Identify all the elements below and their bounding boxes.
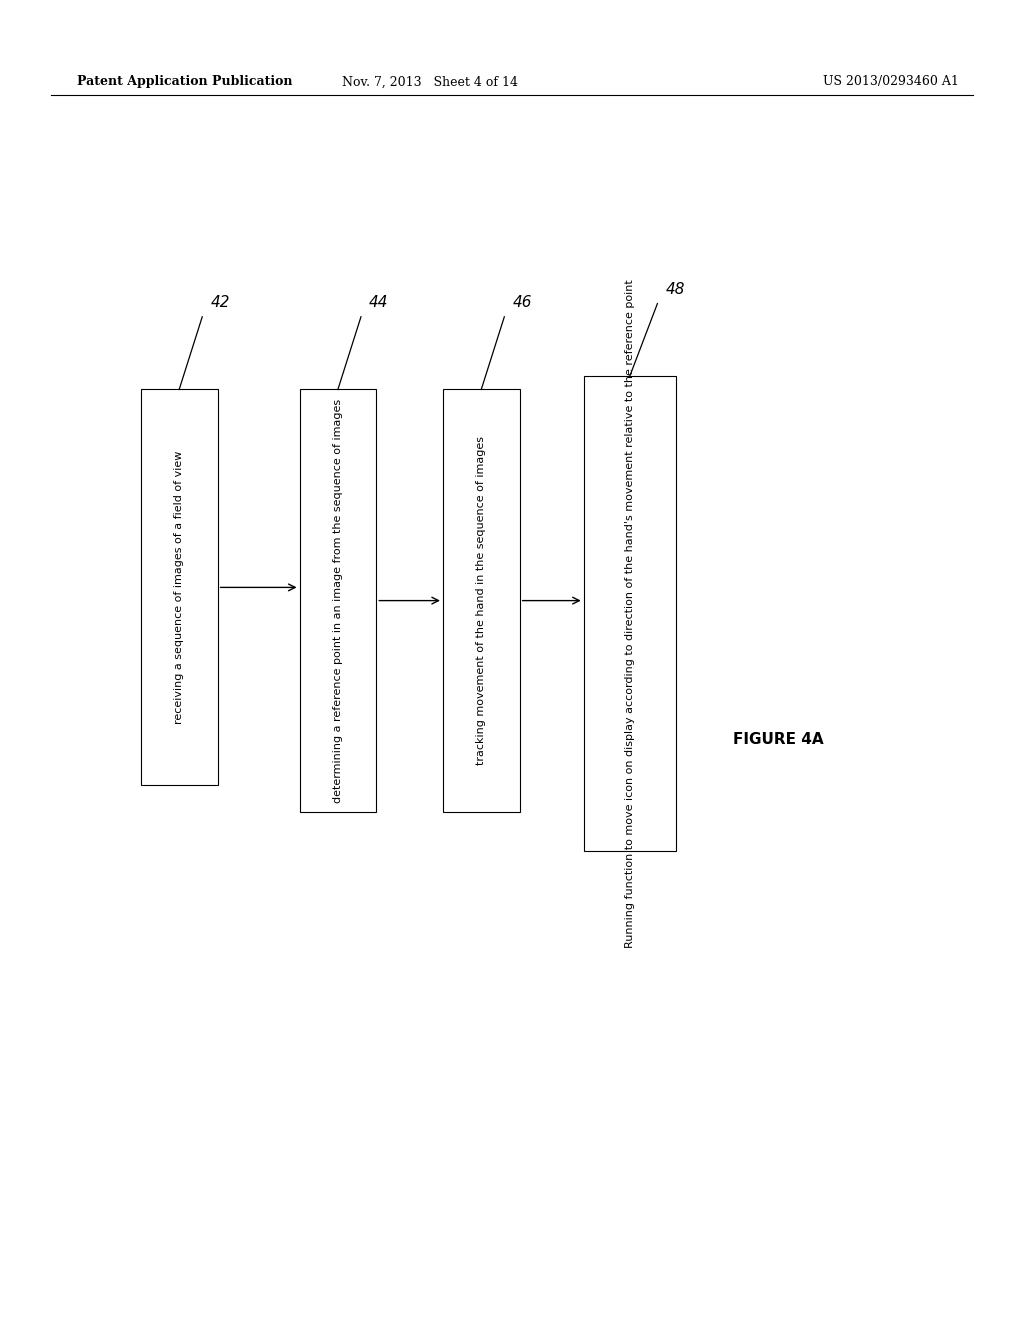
Text: tracking movement of the hand in the sequence of images: tracking movement of the hand in the seq… [476,436,486,766]
Bar [140,389,217,785]
Text: 42: 42 [211,296,230,310]
Text: 48: 48 [666,282,685,297]
Text: 46: 46 [512,296,532,310]
Text: determining a reference point in an image from the sequence of images: determining a reference point in an imag… [333,399,343,803]
Text: 44: 44 [370,296,389,310]
Text: receiving a sequence of images of a field of view: receiving a sequence of images of a fiel… [174,450,184,725]
Bar [300,389,377,812]
Text: Nov. 7, 2013   Sheet 4 of 14: Nov. 7, 2013 Sheet 4 of 14 [342,75,518,88]
Text: Running function to move icon on display according to direction of the hand's mo: Running function to move icon on display… [625,280,635,948]
Text: Patent Application Publication: Patent Application Publication [77,75,292,88]
Text: US 2013/0293460 A1: US 2013/0293460 A1 [823,75,958,88]
Bar [442,389,519,812]
Bar [584,376,676,851]
Text: FIGURE 4A: FIGURE 4A [733,731,823,747]
